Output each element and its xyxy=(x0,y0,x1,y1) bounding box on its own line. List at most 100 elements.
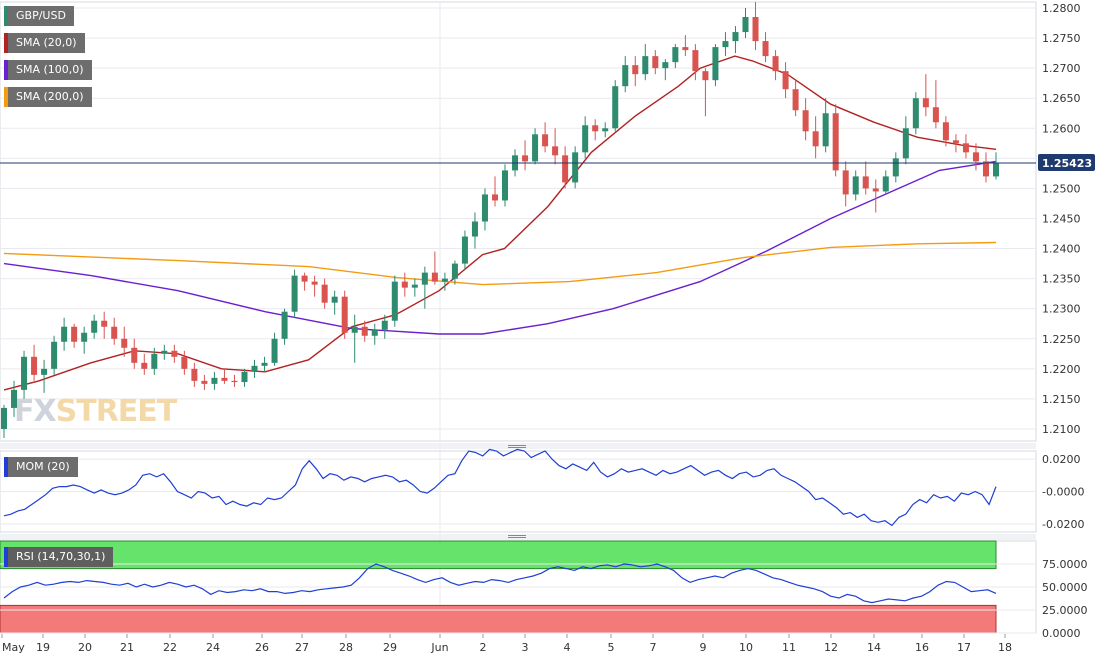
candle-body xyxy=(662,62,669,69)
rsi-line xyxy=(3,563,997,604)
candle-body xyxy=(962,143,969,153)
x-tick-label: 17 xyxy=(957,641,971,654)
candle-body xyxy=(782,71,789,90)
candle-body xyxy=(121,338,128,348)
y-tick-label: 1.2100 xyxy=(1042,423,1081,436)
candle-body xyxy=(451,263,458,279)
candle-body xyxy=(411,284,418,288)
x-tick-label: 9 xyxy=(700,641,707,654)
legend-gbpusd[interactable]: GBP/USD xyxy=(4,6,74,26)
legend-mom-label: MOM (20) xyxy=(16,460,70,473)
y-tick-label: 1.2800 xyxy=(1042,2,1081,15)
sma-line-100 xyxy=(3,160,997,335)
mom-y-tick-label: 0.0200 xyxy=(1042,453,1081,466)
candle-body xyxy=(752,17,759,42)
candle-body xyxy=(952,140,959,144)
mom-line xyxy=(3,448,997,527)
rsi-y-tick-label: 75.0000 xyxy=(1042,558,1088,571)
candle-body xyxy=(732,32,739,42)
candle-body xyxy=(832,113,839,171)
candle-body xyxy=(592,125,599,132)
candle-body xyxy=(201,380,208,384)
y-tick-label: 1.2250 xyxy=(1042,333,1081,346)
candle-body xyxy=(251,365,258,372)
x-tick-label: 3 xyxy=(522,641,529,654)
y-tick-label: 1.2650 xyxy=(1042,92,1081,105)
y-tick-label: 1.2200 xyxy=(1042,363,1081,376)
candle-body xyxy=(441,278,448,282)
candle-body xyxy=(211,377,218,384)
candle-body xyxy=(572,152,579,183)
candle-body xyxy=(461,236,468,264)
candle-body xyxy=(341,296,348,333)
x-tick-label: 19 xyxy=(36,641,50,654)
x-tick-label: 5 xyxy=(608,641,615,654)
legend-rsi-swatch xyxy=(4,547,8,567)
x-tick-label: 10 xyxy=(739,641,753,654)
x-tick-label: 21 xyxy=(120,641,134,654)
candle-body xyxy=(622,65,629,87)
candle-body xyxy=(992,163,1000,177)
candle-body xyxy=(391,281,398,321)
candle-body xyxy=(91,320,98,333)
candle-body xyxy=(191,368,198,381)
candle-body xyxy=(882,176,889,192)
y-tick-label: 1.2600 xyxy=(1042,122,1081,135)
candle-body xyxy=(632,65,639,75)
candle-body xyxy=(471,221,478,237)
candle-body xyxy=(171,350,178,357)
current-price-label: 1.25423 xyxy=(1042,157,1092,170)
x-tick-label: 2 xyxy=(480,641,487,654)
legend-sma20-label: SMA (20,0) xyxy=(16,36,77,49)
candle-body xyxy=(281,311,288,339)
candle-body xyxy=(351,326,358,333)
candle-body xyxy=(61,326,68,342)
x-tick-label: 4 xyxy=(564,641,571,654)
candle-body xyxy=(582,125,589,153)
candle-body xyxy=(702,71,709,81)
candle-body xyxy=(321,284,328,303)
legend-sma100[interactable]: SMA (100,0) xyxy=(4,60,92,80)
rsi-y-tick-label: 0.0000 xyxy=(1042,627,1081,640)
candle-body xyxy=(722,41,729,48)
x-tick-label: 7 xyxy=(650,641,657,654)
candle-body xyxy=(932,107,939,123)
legend-rsi[interactable]: RSI (14,70,30,1) xyxy=(4,547,114,567)
candle-body xyxy=(852,176,859,195)
legend-sma20[interactable]: SMA (20,0) xyxy=(4,33,85,53)
candle-body xyxy=(151,353,158,369)
legend-rsi-label: RSI (14,70,30,1) xyxy=(16,550,106,563)
watermark-fx: FX xyxy=(14,394,56,429)
candle-body xyxy=(161,350,168,354)
legend-sma200[interactable]: SMA (200,0) xyxy=(4,87,92,107)
candle-body xyxy=(261,362,268,366)
candle-body xyxy=(872,188,879,192)
legend-mom[interactable]: MOM (20) xyxy=(4,457,78,477)
y-tick-label: 1.2350 xyxy=(1042,273,1081,286)
candle-body xyxy=(922,98,929,108)
candle-body xyxy=(401,281,408,288)
candle-body xyxy=(892,158,899,177)
x-tick-label: Jun xyxy=(430,641,448,654)
x-tick-label: 18 xyxy=(998,641,1012,654)
candle-body xyxy=(692,50,699,72)
x-tick-label: 22 xyxy=(163,641,177,654)
candle-body xyxy=(181,356,188,369)
legend-sma100-swatch xyxy=(4,60,8,80)
current-price-tag xyxy=(1038,153,1095,171)
mom-y-tick-label: -0.0000 xyxy=(1042,486,1084,499)
x-tick-label: 27 xyxy=(295,641,309,654)
x-tick-label: 29 xyxy=(383,641,397,654)
resize-handle-2 xyxy=(508,535,526,536)
candle-body xyxy=(982,161,989,177)
candle-body xyxy=(542,134,549,147)
candle-body xyxy=(271,338,278,363)
candle-body xyxy=(141,362,148,369)
candle-body xyxy=(71,326,78,342)
candle-body xyxy=(41,368,48,375)
candle-body xyxy=(51,341,58,369)
candle-body xyxy=(772,56,779,72)
rsi-y-tick-label: 25.0000 xyxy=(1042,604,1088,617)
